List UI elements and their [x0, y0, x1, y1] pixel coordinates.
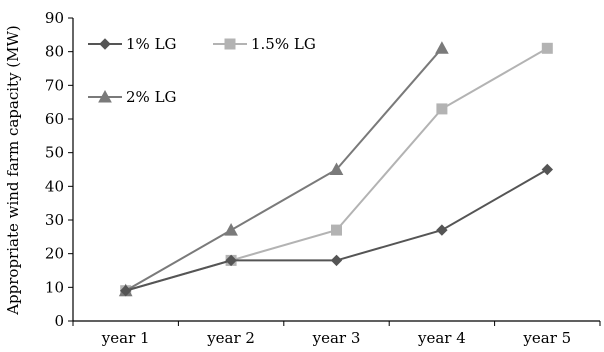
x-tick-label: year 3 — [312, 329, 361, 347]
series-line-2-lg — [125, 47, 443, 292]
x-tick-label: year 1 — [101, 329, 150, 347]
data-point-1-lg — [541, 163, 554, 176]
legend-item-1-5-lg: 1.5% LG — [213, 35, 316, 53]
x-tick-label: year 4 — [417, 329, 466, 347]
data-point-2-lg — [435, 41, 449, 54]
data-point-2-lg — [329, 162, 344, 175]
y-tick-label: 60 — [45, 110, 64, 128]
legend-item-2-lg: 2% LG — [88, 88, 177, 106]
y-tick-label: 20 — [45, 245, 64, 263]
y-tick-label: 70 — [45, 76, 64, 94]
x-tick-label: year 2 — [206, 329, 255, 347]
y-tick-label: 0 — [54, 312, 64, 330]
y-tick-label: 40 — [45, 177, 64, 195]
legend-marker — [224, 38, 236, 50]
legend-marker — [99, 38, 111, 50]
legend: 1% LG 1.5% LG 2% LG — [88, 35, 316, 106]
legend-label: 1.5% LG — [251, 35, 316, 53]
x-tick-label: year 5 — [522, 329, 571, 347]
series-2-lg — [118, 41, 449, 297]
data-point-1-lg — [330, 254, 343, 267]
data-point-1-5-lg — [541, 42, 553, 54]
y-tick-label: 10 — [45, 278, 64, 296]
y-tick-label: 30 — [45, 211, 64, 229]
y-tick-label: 90 — [45, 9, 64, 27]
data-point-1-5-lg — [331, 224, 342, 236]
data-point-1-lg — [119, 284, 132, 297]
series-1-lg — [119, 163, 554, 297]
y-tick-label: 50 — [45, 144, 64, 162]
y-axis-label: Appropriate wind farm capacity (MW) — [4, 25, 22, 316]
data-point-1-lg — [436, 224, 448, 236]
legend-label: 1% LG — [126, 35, 177, 53]
data-point-2-lg — [224, 223, 238, 236]
legend-label: 2% LG — [126, 88, 177, 106]
y-tick-label: 80 — [45, 43, 64, 61]
series-layer — [118, 41, 554, 297]
legend-item-1-lg: 1% LG — [88, 35, 177, 53]
legend-marker — [98, 89, 112, 103]
data-point-1-lg — [225, 254, 237, 267]
data-point-1-5-lg — [436, 103, 448, 115]
axes: 0 10 20 30 40 50 60 70 80 90 year 1 year 2 year 3 yea… — [45, 9, 601, 347]
